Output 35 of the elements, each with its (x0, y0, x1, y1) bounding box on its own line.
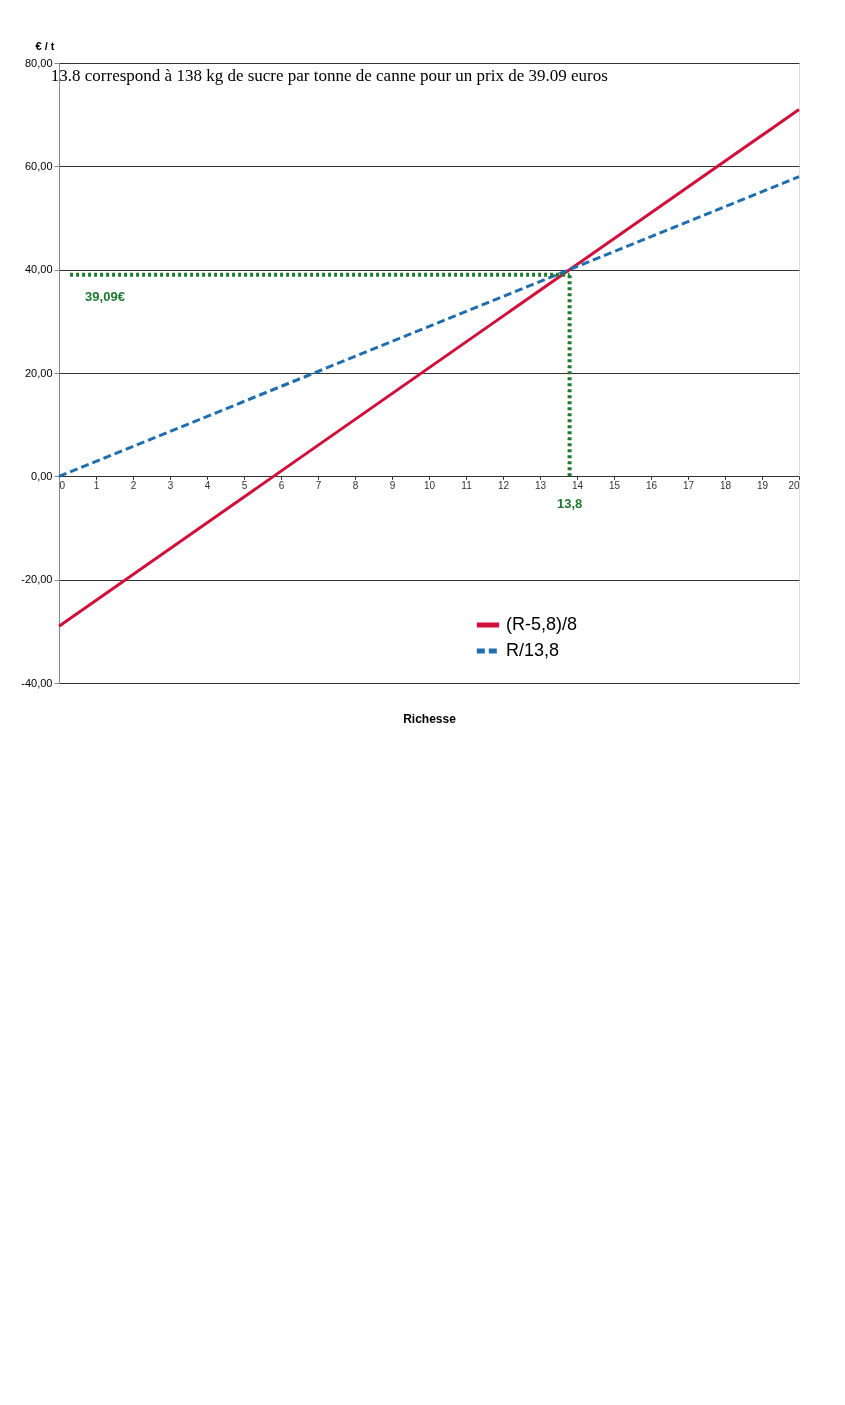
y-tick-label: 60,00 (24, 159, 53, 172)
x-tick-label: 5 (241, 479, 248, 491)
x-tick-label: 14 (571, 479, 584, 491)
legend-label: (R-5,8)/8 (506, 614, 578, 634)
x-tick-label: 6 (278, 479, 285, 491)
x-tick-label: 8 (352, 479, 359, 491)
annotation: 13,8 (556, 496, 583, 512)
y-axis-title: € / t (35, 39, 55, 52)
x-tick-label: 2 (130, 479, 137, 491)
chart-title: 13.8 correspond à 138 kg de sucre par tonne de canne pour un prix de 39.09 euros (50, 66, 608, 85)
x-tick-label: 18 (719, 479, 732, 491)
x-tick-label: 19 (756, 479, 769, 491)
x-tick-label: 10 (423, 479, 436, 491)
x-tick-label: 16 (645, 479, 658, 491)
y-tick-label: 20,00 (24, 366, 53, 379)
x-tick-label: 15 (608, 479, 621, 491)
y-tick-label: -20,00 (21, 573, 53, 586)
x-tick-label: 1 (93, 479, 100, 491)
x-tick-label: 13 (534, 479, 547, 491)
x-tick-label: 11 (461, 479, 473, 491)
x-axis-title: Richesse (403, 711, 457, 726)
x-tick-label: 17 (682, 479, 695, 491)
x-tick-label: 3 (167, 479, 174, 491)
x-tick-label: 12 (497, 479, 510, 491)
x-tick-label: 9 (389, 479, 396, 491)
x-tick-label: 20 (788, 479, 800, 491)
y-tick-label: 80,00 (24, 56, 53, 69)
x-tick-label: 0 (59, 479, 66, 491)
y-tick-label: 40,00 (24, 263, 53, 276)
x-tick-label: 4 (204, 479, 211, 491)
annotation: 39,09€ (85, 288, 125, 304)
x-tick-label: 7 (315, 479, 322, 491)
legend-label: R/13,8 (506, 640, 560, 660)
y-tick-label: -40,00 (21, 676, 53, 689)
y-tick-label: 0,00 (31, 469, 53, 482)
